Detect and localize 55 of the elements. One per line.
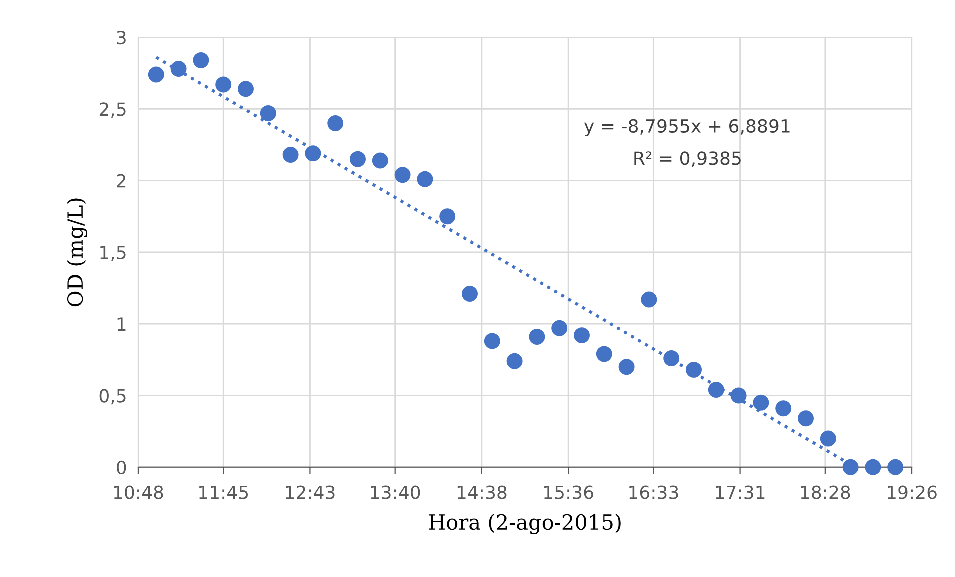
point xyxy=(842,459,859,476)
point xyxy=(462,286,478,302)
point xyxy=(440,208,456,225)
point xyxy=(574,328,590,344)
x-axis-title: Hora (2-ago-2015) xyxy=(429,514,621,534)
y-tick-label: 2 xyxy=(117,174,126,188)
x-tick-label: 10:48 xyxy=(114,486,164,500)
point xyxy=(529,329,546,345)
y-tick-label: 1 xyxy=(118,318,126,331)
y-tick-label: 2,5 xyxy=(100,102,126,118)
point xyxy=(552,320,568,336)
point xyxy=(282,147,299,163)
point xyxy=(641,292,658,308)
point xyxy=(328,116,344,132)
point xyxy=(686,362,702,378)
annotation: R² = 0,9385 xyxy=(634,152,741,168)
point xyxy=(216,76,232,93)
point xyxy=(238,81,254,98)
point xyxy=(170,61,187,78)
y-tick-label: 0,5 xyxy=(100,389,126,405)
point xyxy=(350,151,366,168)
x-tick-label: 16:33 xyxy=(630,486,678,500)
x-tick-label: 11:45 xyxy=(200,486,248,500)
x-tick-label: 13:40 xyxy=(371,486,420,500)
point xyxy=(753,394,770,411)
annotation: y = -8,7955x + 6,8891 xyxy=(584,119,790,137)
x-tick-label: 19:26 xyxy=(888,486,937,500)
y-axis-title: OD (mg/L) xyxy=(67,198,88,307)
point xyxy=(664,350,680,366)
point xyxy=(394,167,411,184)
point xyxy=(484,333,500,350)
point xyxy=(618,359,635,376)
point xyxy=(193,52,210,68)
point xyxy=(305,146,322,162)
point xyxy=(596,346,612,362)
y-tick-label: 3 xyxy=(117,30,126,45)
point xyxy=(865,459,882,476)
point xyxy=(820,430,836,447)
x-tick-label: 12:43 xyxy=(286,486,335,500)
point xyxy=(417,171,434,188)
point xyxy=(372,152,388,169)
point xyxy=(148,66,164,83)
x-tick-label: 14:38 xyxy=(458,486,507,500)
point xyxy=(260,105,276,122)
point xyxy=(776,400,792,417)
y-tick-label: 0 xyxy=(117,460,126,474)
x-tick-label: 17:31 xyxy=(716,486,765,500)
point xyxy=(506,353,523,370)
point xyxy=(798,410,814,427)
x-tick-label: 18:28 xyxy=(801,486,850,500)
x-tick-label: 15:36 xyxy=(544,486,594,500)
point xyxy=(730,388,747,404)
point xyxy=(888,459,904,476)
point xyxy=(708,382,724,398)
y-tick-label: 1,5 xyxy=(100,246,126,262)
